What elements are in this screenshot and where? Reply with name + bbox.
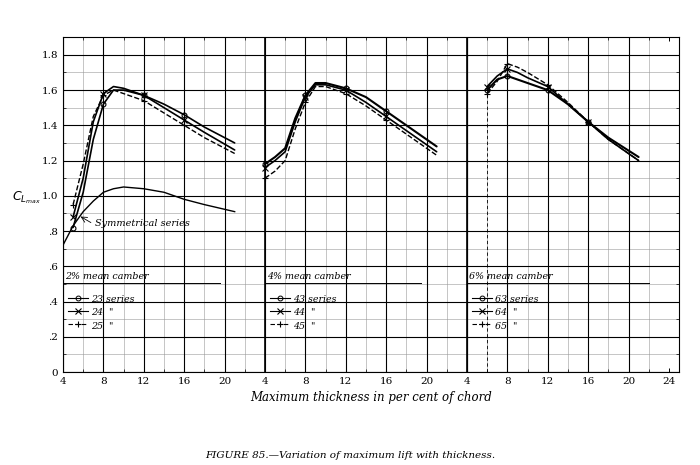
Text: 24  ": 24 " (91, 308, 113, 318)
Text: 43 series: 43 series (293, 295, 337, 304)
Text: Symmetrical series: Symmetrical series (95, 219, 190, 228)
Text: 25  ": 25 " (91, 322, 113, 331)
Text: 6% mean camber: 6% mean camber (469, 272, 552, 281)
Text: 63 series: 63 series (495, 295, 539, 304)
Text: 4% mean camber: 4% mean camber (267, 272, 351, 281)
Text: 2% mean camber: 2% mean camber (65, 272, 148, 281)
Text: 65  ": 65 " (495, 322, 517, 331)
Text: $C_{L_{max}}$: $C_{L_{max}}$ (11, 190, 41, 206)
Text: 23 series: 23 series (91, 295, 135, 304)
X-axis label: Maximum thickness in per cent of chord: Maximum thickness in per cent of chord (250, 392, 492, 405)
Text: 44  ": 44 " (293, 308, 316, 318)
Text: FIGURE 85.—Variation of maximum lift with thickness.: FIGURE 85.—Variation of maximum lift wit… (205, 451, 495, 460)
Text: 45  ": 45 " (293, 322, 316, 331)
Text: 64  ": 64 " (495, 308, 517, 318)
